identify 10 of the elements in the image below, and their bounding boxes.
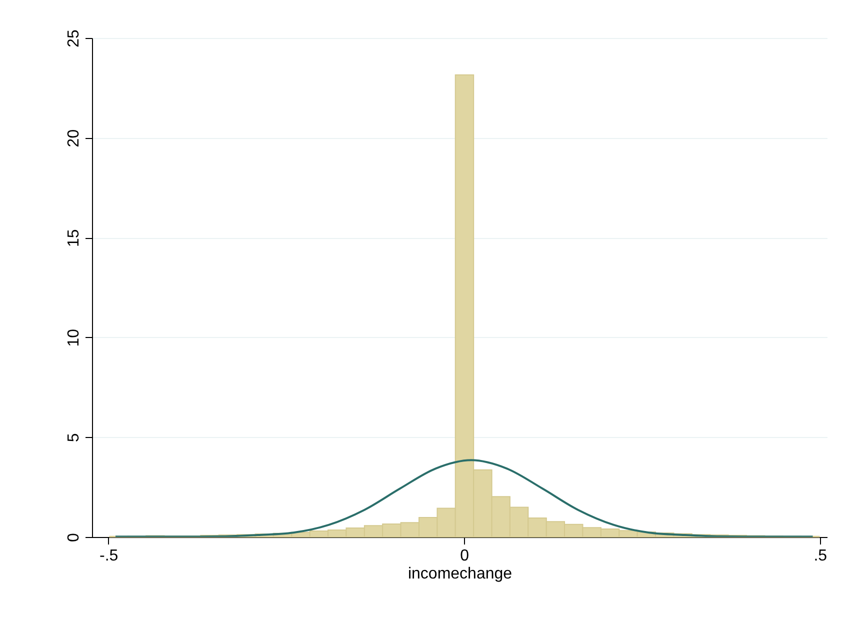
y-tick-label: 5 (66, 433, 82, 442)
y-tick-label: 0 (66, 532, 82, 542)
x-axis-title: incomechange (408, 566, 512, 582)
x-tick-label: 0 (460, 548, 470, 564)
y-tick-label: 15 (66, 229, 82, 247)
x-tick-label: .5 (814, 548, 828, 564)
x-tick-label: -.5 (100, 548, 118, 564)
y-tick-label: 20 (66, 129, 82, 148)
y-tick-label: 10 (66, 328, 82, 347)
y-tick-label: 25 (66, 30, 82, 48)
